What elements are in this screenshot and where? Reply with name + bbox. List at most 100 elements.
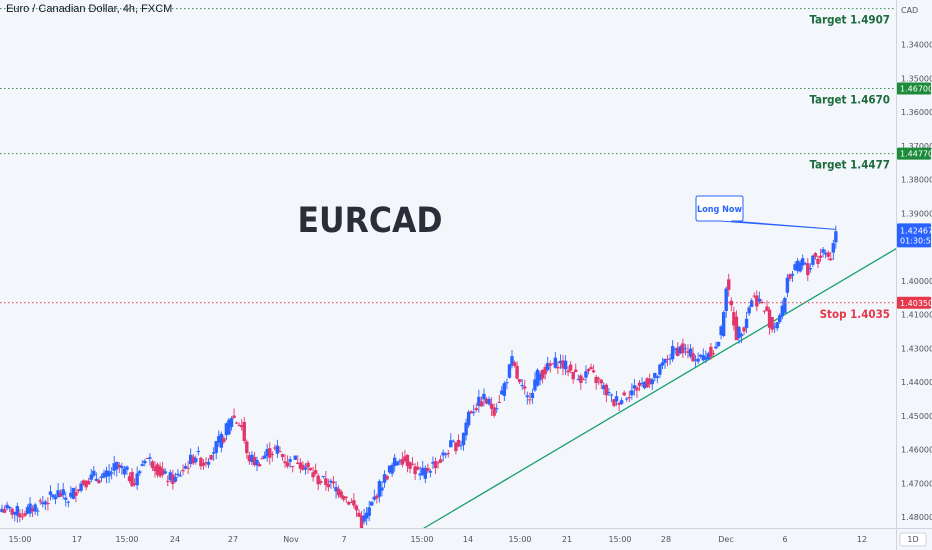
candle-body <box>38 500 42 502</box>
candle <box>706 351 711 360</box>
candle <box>586 368 591 375</box>
candle-body <box>742 327 746 332</box>
candle <box>222 435 226 445</box>
candle <box>449 433 453 448</box>
candle <box>523 379 527 395</box>
candle-body <box>788 274 792 279</box>
candle-body <box>716 341 721 347</box>
candle <box>734 310 739 341</box>
candle <box>120 462 124 475</box>
candle-body <box>701 355 705 361</box>
candle <box>339 489 343 500</box>
candle-body <box>739 334 744 337</box>
candle-body <box>778 315 782 323</box>
candle-body <box>130 471 134 487</box>
candle-body <box>250 454 254 462</box>
candle-body <box>194 458 198 463</box>
candle-body <box>69 492 73 497</box>
candle <box>780 300 784 320</box>
candle-body <box>793 264 797 270</box>
candle <box>451 439 456 443</box>
candle <box>102 469 106 479</box>
candle-body <box>145 458 150 460</box>
candle-body <box>714 346 718 349</box>
candle-body <box>660 362 665 366</box>
candle-body <box>535 369 540 386</box>
candle <box>155 462 160 478</box>
candle-body <box>127 476 132 482</box>
candle-body <box>191 456 195 464</box>
candle-body <box>663 358 667 364</box>
candle-body <box>523 386 527 389</box>
price-tick-label: 1.38000 <box>901 176 932 185</box>
candle-body <box>367 507 371 516</box>
candle <box>148 453 152 466</box>
candle-body <box>270 454 274 456</box>
candle <box>150 459 155 471</box>
candle-body <box>364 512 369 519</box>
time-axis-background <box>0 528 896 550</box>
candle <box>678 344 682 355</box>
price-tag-label: 1.46700 <box>900 85 932 94</box>
candle-body <box>482 393 486 400</box>
candle-body <box>0 508 4 513</box>
candle <box>813 252 818 260</box>
candle <box>324 471 328 491</box>
candle-body <box>515 365 519 379</box>
candle-body <box>222 438 226 442</box>
candle-body <box>311 472 315 478</box>
candle <box>663 358 667 369</box>
candle-body <box>477 396 481 406</box>
candle-body <box>398 460 402 462</box>
candle-body <box>571 371 575 380</box>
candle <box>482 388 486 407</box>
candle <box>818 248 823 262</box>
candle <box>594 374 598 390</box>
candle <box>668 353 672 365</box>
price-tick-label: 1.39000 <box>901 209 932 218</box>
candle-body <box>635 387 639 391</box>
candle <box>625 397 629 402</box>
candle <box>553 352 558 369</box>
candle <box>217 430 221 447</box>
candle-body <box>760 301 764 303</box>
candle <box>326 478 331 492</box>
candle <box>829 252 833 262</box>
candle <box>48 485 53 501</box>
candle-body <box>306 462 310 468</box>
candle <box>489 397 494 416</box>
candle <box>510 350 514 369</box>
candle-body <box>334 487 338 492</box>
candle <box>653 372 657 382</box>
candle <box>352 493 356 509</box>
candle <box>109 467 114 480</box>
time-tick-label: 14 <box>463 535 473 544</box>
candle-body <box>189 454 193 465</box>
candle <box>597 376 601 385</box>
currency-label: CAD <box>901 6 918 15</box>
period-badge <box>899 532 927 547</box>
candle-body <box>568 364 573 371</box>
candle <box>469 410 473 414</box>
candle-body <box>617 402 621 405</box>
candle <box>71 487 76 500</box>
price-tick-label: 1.34000 <box>901 41 932 50</box>
candle-body <box>336 488 341 496</box>
candle-body <box>408 462 412 469</box>
candle-body <box>528 399 532 401</box>
candle <box>69 486 73 499</box>
candle-body <box>329 480 333 483</box>
candle-body <box>354 505 359 511</box>
candle <box>347 500 351 506</box>
candle <box>364 507 369 526</box>
candle-body <box>36 510 40 512</box>
time-tick-label: 15:00 <box>608 535 631 544</box>
candle <box>107 463 111 483</box>
candle-body <box>316 475 320 485</box>
candle-body <box>808 267 813 270</box>
candle <box>163 468 167 475</box>
candle-body <box>204 462 208 464</box>
candle-body <box>370 501 374 506</box>
